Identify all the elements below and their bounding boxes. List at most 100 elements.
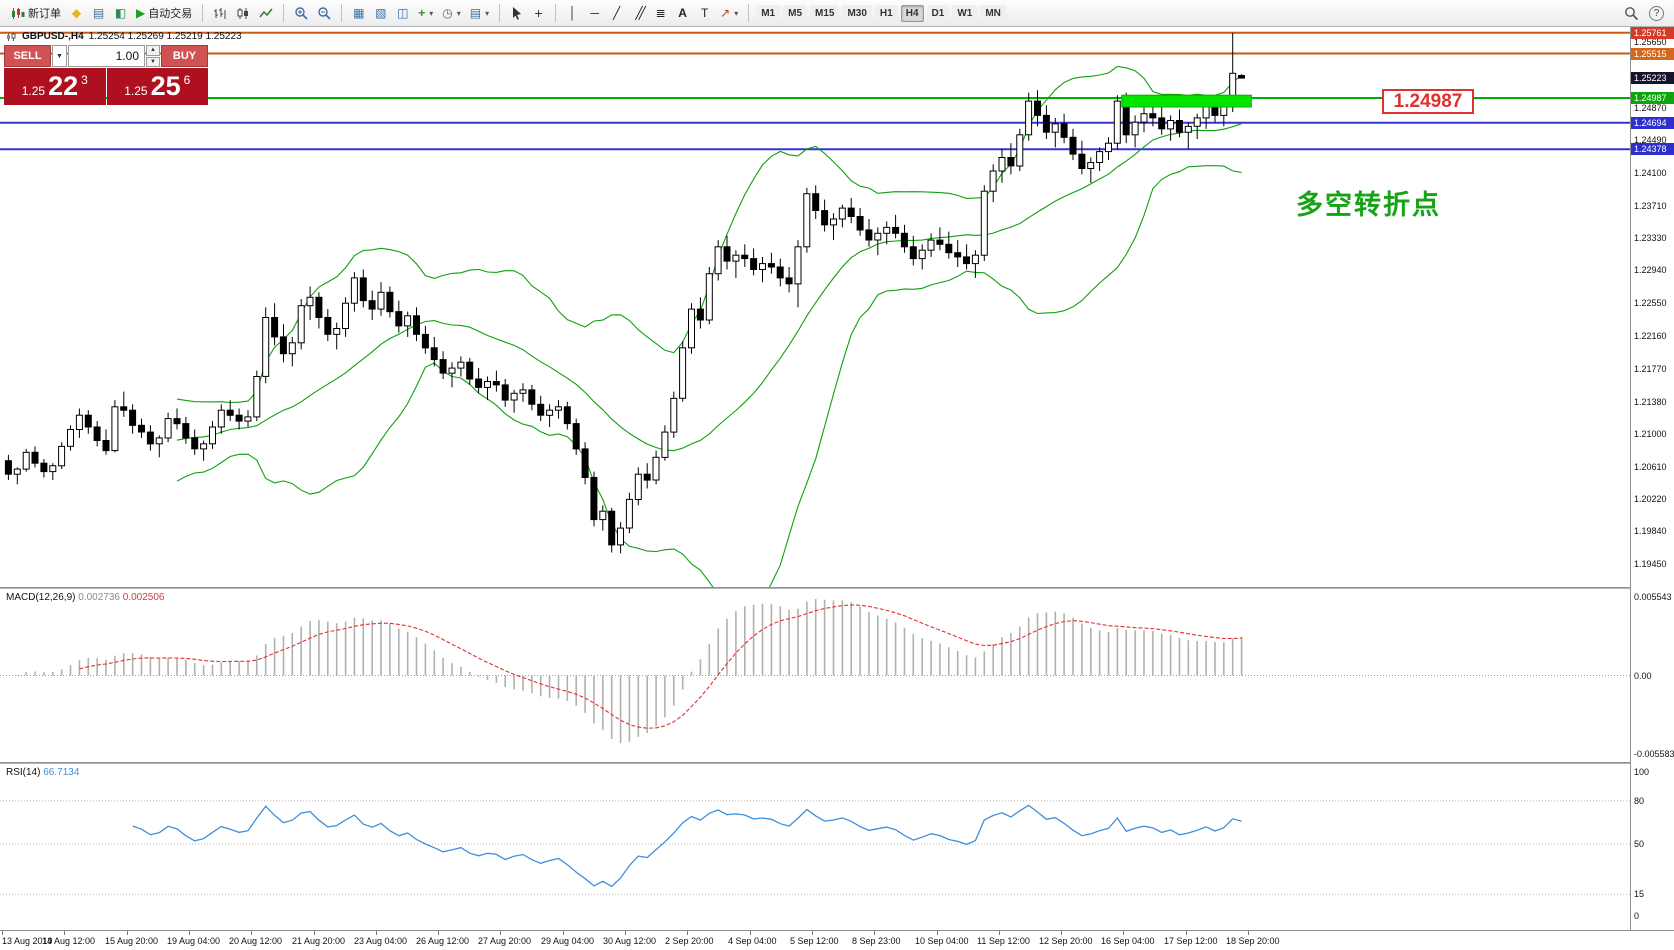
price-callout-label[interactable]: 1.24987 xyxy=(1382,89,1474,114)
time-label: 17 Sep 12:00 xyxy=(1164,936,1218,946)
timeframe-h1-button[interactable]: H1 xyxy=(874,4,898,22)
rsi-axis-0: 0 xyxy=(1634,911,1640,921)
timeframe-d1-button[interactable]: D1 xyxy=(926,4,950,22)
crosshair-button[interactable]: + xyxy=(528,3,549,24)
price-axis[interactable]: 1.25650 1.24870 1.24490 1.24100 1.23710 1.233… xyxy=(1630,26,1674,930)
buy-button[interactable]: BUY xyxy=(161,45,208,67)
candlestick-chart-button[interactable] xyxy=(232,3,254,24)
time-tick xyxy=(750,931,751,935)
zoom-out-icon xyxy=(318,7,331,20)
search-button[interactable] xyxy=(1620,3,1643,24)
chevron-down-icon: ▾ xyxy=(485,8,490,18)
price-badge-1.25223: 1.25223 xyxy=(1631,72,1674,85)
macd-pane[interactable]: MACD(12,26,9) 0.002736 0.002506 xyxy=(0,589,1674,762)
time-tick xyxy=(438,931,439,935)
chevron-down-icon: ▼ xyxy=(56,52,63,60)
rsi-chart-canvas[interactable] xyxy=(0,764,1630,930)
fibonacci-button[interactable]: ≣ xyxy=(650,3,671,24)
price-label-1.21770: 1.21770 xyxy=(1634,363,1667,374)
macd-chart-canvas[interactable] xyxy=(0,589,1630,762)
chart-note-text[interactable]: 多空转折点 xyxy=(1296,190,1441,220)
rsi-pane-resizer[interactable] xyxy=(0,762,1674,764)
toolbar-separator xyxy=(748,4,750,22)
horizontal-line-button[interactable]: ─ xyxy=(584,3,605,24)
periods-icon: ◷ xyxy=(442,6,453,20)
zoom-in-button[interactable] xyxy=(290,3,312,24)
timeframe-m15-button[interactable]: M15 xyxy=(810,4,840,22)
symbol-timeframe-label: GBPUSD-,H4 xyxy=(22,31,84,42)
volume-input[interactable]: 1.00 xyxy=(68,45,145,67)
timeframe-w1-button[interactable]: W1 xyxy=(952,4,978,22)
time-label: 20 Aug 12:00 xyxy=(229,936,283,946)
price-badge-1.25761: 1.25761 xyxy=(1631,26,1674,39)
help-button[interactable]: ? xyxy=(1645,3,1668,24)
rsi-pane[interactable]: RSI(14) 66.7134 xyxy=(0,764,1674,930)
channel-button[interactable]: ╱╱ xyxy=(628,3,649,24)
templates-button[interactable]: ▤ ▾ xyxy=(466,3,493,24)
zoom-out-button[interactable] xyxy=(313,3,335,24)
buy-price-button[interactable]: 1.25 25 6 xyxy=(106,68,208,105)
time-tick xyxy=(64,931,65,935)
bar-chart-icon xyxy=(214,7,226,19)
rsi-axis-80: 80 xyxy=(1634,795,1645,806)
time-label: 21 Aug 20:00 xyxy=(292,936,346,946)
time-label: 29 Aug 04:00 xyxy=(541,936,595,946)
volume-value: 1.00 xyxy=(115,49,139,63)
macd-axis-top: 0.005543 xyxy=(1634,592,1672,602)
time-tick xyxy=(625,931,626,935)
cursor-button[interactable] xyxy=(506,3,527,24)
navigator-button[interactable]: ◧ xyxy=(110,3,131,24)
price-label-1.22550: 1.22550 xyxy=(1634,298,1667,309)
price-label-1.25650: 1.25650 xyxy=(1634,37,1667,48)
vertical-line-button[interactable]: │ xyxy=(562,3,583,24)
vertical-line-icon: │ xyxy=(568,6,577,20)
label-button[interactable]: T xyxy=(694,3,715,24)
text-button[interactable]: A xyxy=(672,3,693,24)
time-label: 26 Aug 12:00 xyxy=(416,936,470,946)
time-label: 10 Sep 04:00 xyxy=(915,936,969,946)
time-label: 30 Aug 12:00 xyxy=(603,936,657,946)
periods-button[interactable]: ◷ ▾ xyxy=(438,3,465,24)
volume-spin-up[interactable]: ▲ xyxy=(146,45,160,56)
timeframe-m1-button[interactable]: M1 xyxy=(756,4,781,22)
toolbar: 新订单 ◆ ▤ ◧ ▶ 自动交易 ▦ ▧ ◫ + ▾ ◷ ▾ ▤ ▾ + │ ─ ╱ … xyxy=(0,0,1674,27)
templates-icon: ▤ xyxy=(469,6,482,20)
candlestick-chart-canvas[interactable] xyxy=(0,27,1630,587)
cascade-windows-button[interactable]: ▧ xyxy=(370,3,391,24)
time-tick xyxy=(687,931,688,935)
volume-spin-down[interactable]: ▼ xyxy=(146,56,160,67)
timeframe-h4-button[interactable]: H4 xyxy=(900,4,924,22)
timeframe-m30-button[interactable]: M30 xyxy=(842,4,872,22)
time-tick xyxy=(376,931,377,935)
market-watch-button[interactable]: ▤ xyxy=(88,3,109,24)
price-badge-1.24694: 1.24694 xyxy=(1631,116,1674,129)
timeframe-m5-button[interactable]: M5 xyxy=(783,4,808,22)
line-chart-button[interactable] xyxy=(255,3,277,24)
timeframe-mn-button[interactable]: MN xyxy=(980,4,1006,22)
price-label-1.24490: 1.24490 xyxy=(1634,134,1667,145)
channel-icon: ╱╱ xyxy=(635,6,646,20)
price-label-1.23710: 1.23710 xyxy=(1634,200,1667,211)
sell-price-button[interactable]: 1.25 22 3 xyxy=(4,68,106,105)
macd-pane-resizer[interactable] xyxy=(0,587,1674,589)
autotrading-button[interactable]: ▶ 自动交易 xyxy=(132,3,196,24)
arrow-objects-button[interactable]: ↗ ▾ xyxy=(716,3,742,24)
price-label-1.21380: 1.21380 xyxy=(1634,396,1667,407)
buy-price-big: 25 xyxy=(150,71,181,101)
time-axis[interactable]: 13 Aug 2019 14 Aug 12:00 15 Aug 20:00 19 Au… xyxy=(0,930,1674,950)
arrange-windows-button[interactable]: ◫ xyxy=(392,3,413,24)
macd-main-value: 0.002736 xyxy=(78,592,120,603)
arrow-tool-icon: ↗ xyxy=(720,6,731,20)
metaeditor-button[interactable]: ◆ xyxy=(66,3,87,24)
rsi-value: 66.7134 xyxy=(43,767,80,778)
add-indicator-button[interactable]: + ▾ xyxy=(414,3,437,24)
time-tick xyxy=(937,931,938,935)
main-chart-pane[interactable]: GBPUSD-,H4 1.25254 1.25269 1.25219 1.252… xyxy=(0,27,1674,587)
trendline-button[interactable]: ╱ xyxy=(606,3,627,24)
new-order-button[interactable]: 新订单 xyxy=(7,3,65,24)
sell-price-sup: 3 xyxy=(81,73,88,87)
tile-windows-button[interactable]: ▦ xyxy=(348,3,369,24)
bar-chart-button[interactable] xyxy=(209,3,231,24)
sell-button[interactable]: SELL xyxy=(4,45,51,67)
volume-dropdown[interactable]: ▼ xyxy=(52,45,67,67)
